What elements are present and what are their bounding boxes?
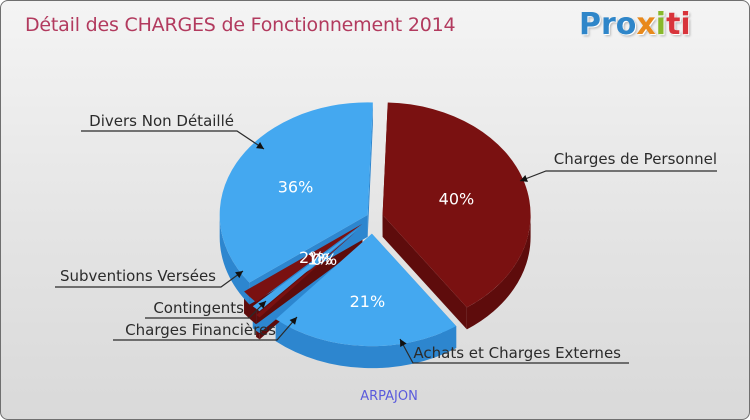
category-label-0: Charges de Personnel [554, 150, 717, 168]
slice-side-0 [466, 214, 531, 330]
leader-line-1 [399, 338, 629, 364]
leader-arrow-0 [520, 175, 528, 182]
slice-side-1 [275, 319, 457, 369]
category-label-1: Achats et Charges Externes [413, 344, 621, 362]
leader-arrow-3 [258, 301, 266, 309]
slice-side-5 [219, 214, 250, 305]
pct-label-1: 21% [350, 292, 386, 311]
pct-label-4: 2% [299, 248, 324, 267]
slice-4 [244, 223, 363, 303]
pct-label-5: 36% [278, 177, 314, 196]
slice-wall-5-1 [367, 102, 373, 237]
leader-arrow-2 [289, 317, 297, 325]
leader-arrow-4 [235, 271, 243, 279]
leader-line-3 [145, 300, 267, 319]
chart-subtitle: ARPAJON [360, 389, 418, 404]
leader-line-0 [519, 170, 717, 182]
leader-line-5 [81, 130, 265, 150]
chart-title: Détail des CHARGES de Fonctionnement 201… [25, 14, 456, 36]
pct-label-2: 0% [312, 250, 337, 269]
leader-line-2 [113, 316, 298, 341]
slice-2 [256, 231, 356, 318]
leader-line-4 [55, 270, 244, 288]
pct-label-3: 1% [307, 250, 332, 269]
slice-3 [252, 227, 360, 312]
slice-wall-0-1 [382, 214, 467, 330]
leader-arrow-5 [256, 142, 264, 149]
logo-part-3: i [655, 7, 667, 42]
category-label-4: Subventions Versées [60, 267, 216, 285]
slice-0 [382, 102, 531, 308]
logo-part-1: Pro [579, 7, 637, 42]
slice-1 [275, 233, 457, 347]
proxiti-logo: Proxiti [579, 7, 691, 42]
category-label-3: Contingents [153, 299, 244, 317]
logo-part-2: x [636, 7, 656, 42]
category-label-5: Divers Non Détaillé [89, 112, 234, 130]
pct-label-0: 40% [439, 189, 475, 208]
logo-part-4: ti [666, 7, 691, 42]
leader-arrow-1 [400, 339, 407, 347]
category-label-2: Charges Financières [125, 321, 276, 339]
